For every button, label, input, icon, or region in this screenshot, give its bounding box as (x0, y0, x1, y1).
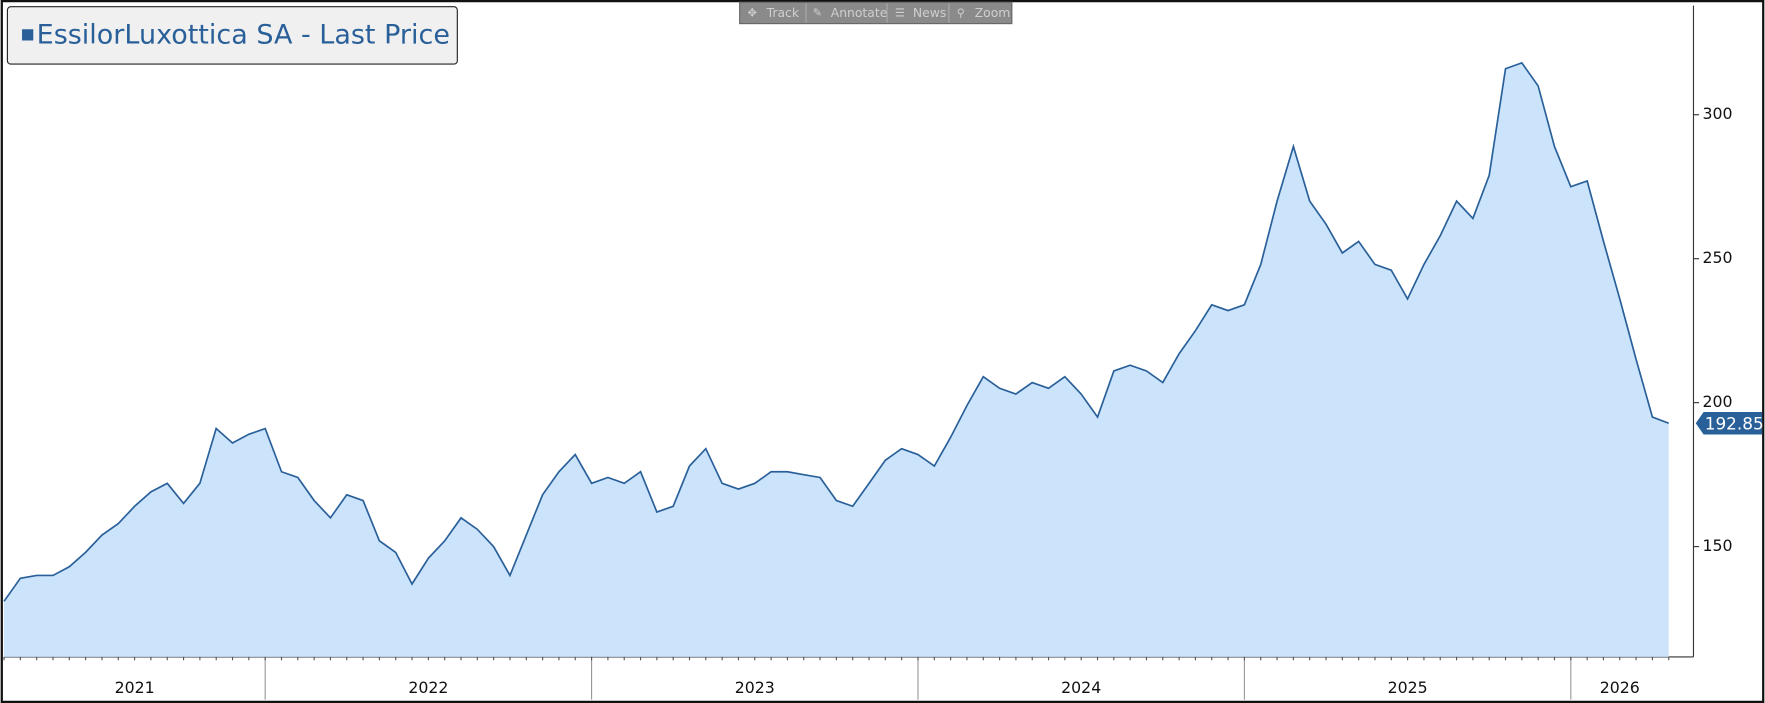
x-tick-label: 2022 (408, 678, 448, 697)
x-tick-label: 2023 (735, 678, 775, 697)
toolbar-button[interactable]: Zoom (975, 6, 1011, 20)
toolbar: Track Annotate News Zoom ✥ ✎ ☰ ⚲ (739, 1, 1013, 25)
last-price-label: 192.85 (1705, 413, 1764, 433)
legend-box (6, 6, 458, 65)
area (4, 62, 1669, 657)
x-tick-label: 2026 (1600, 678, 1640, 697)
y-tick-label: 250 (1702, 248, 1732, 267)
x-tick-label: 2025 (1388, 678, 1428, 697)
toolbar-button[interactable]: Track (766, 6, 800, 20)
toolbar-icon: ☰ (895, 6, 905, 19)
x-tick-label: 2024 (1061, 678, 1101, 697)
toolbar-button[interactable]: News (913, 6, 946, 20)
toolbar-button[interactable]: Annotate (831, 6, 888, 20)
line (3, 61, 1670, 602)
toolbar-icon: ✎ (813, 6, 822, 19)
y-tick-label: 300 (1702, 104, 1732, 123)
plot-area (3, 61, 1670, 657)
toolbar-bg (739, 1, 1013, 25)
legend: EssilorLuxottica SA - Last Price (6, 6, 458, 65)
toolbar-icon: ⚲ (957, 6, 965, 19)
toolbar-icon: ✥ (748, 6, 757, 19)
y-tick-label: 150 (1702, 536, 1732, 555)
y-tick-label: 200 (1702, 392, 1732, 411)
x-tick-label: 2021 (115, 678, 155, 697)
legend-label: EssilorLuxottica SA - Last Price (37, 19, 450, 50)
last-price-tag (1695, 411, 1763, 435)
legend-swatch (22, 29, 34, 41)
